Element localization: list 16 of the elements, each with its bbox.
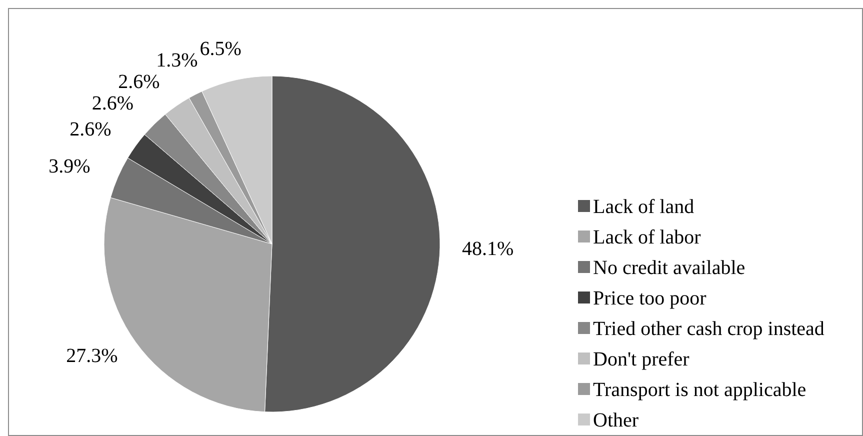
data-label: 3.9% — [48, 155, 90, 178]
data-label: 48.1% — [462, 238, 514, 260]
legend-label: Tried other cash crop instead — [593, 318, 824, 340]
legend-label: Other — [593, 410, 639, 432]
data-label: 2.6% — [118, 70, 160, 93]
legend-label: Don't prefer — [593, 348, 690, 370]
legend-label: Lack of labor — [593, 226, 702, 248]
data-label: 2.6% — [92, 92, 134, 114]
legend-label: Price too poor — [593, 288, 707, 310]
legend-label: Lack of land — [593, 196, 694, 218]
data-label: 27.3% — [66, 345, 118, 368]
legend-label: No credit available — [593, 257, 746, 279]
data-label: 1.3% — [156, 50, 198, 72]
legend-label: Transport is not applicable — [593, 379, 806, 401]
data-label: 2.6% — [70, 118, 112, 140]
data-label: 6.5% — [200, 38, 242, 60]
